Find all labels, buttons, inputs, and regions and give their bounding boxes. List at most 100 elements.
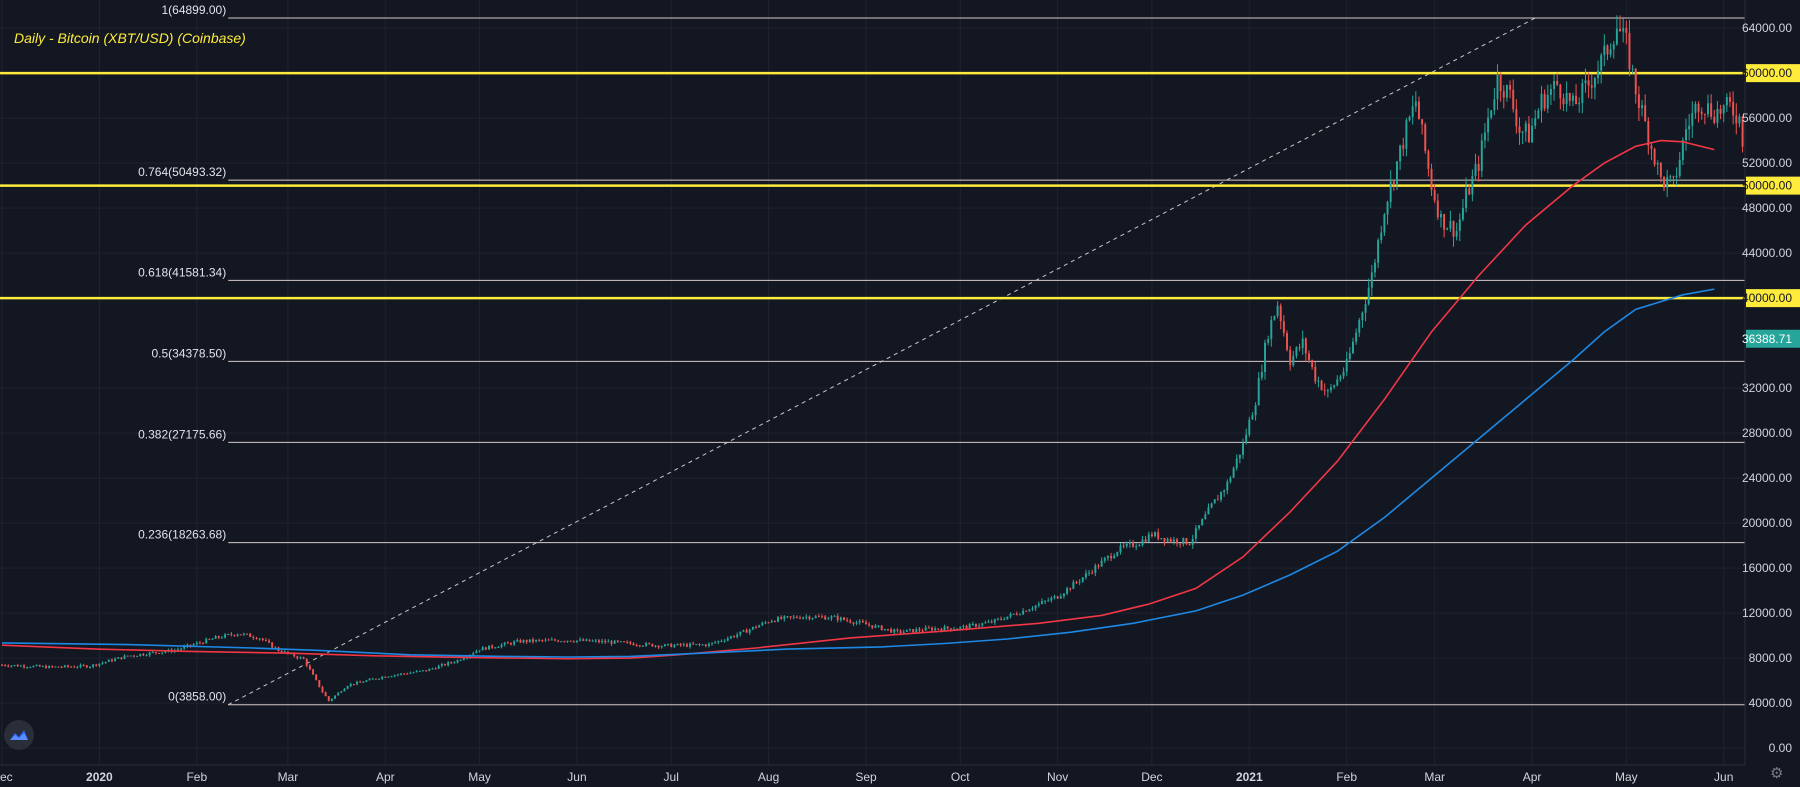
candle-body: [1543, 93, 1546, 109]
candle-body: [409, 672, 412, 674]
candle-body: [1040, 601, 1043, 604]
candle-body: [604, 640, 607, 643]
candle-body: [852, 622, 855, 624]
candle-body: [92, 664, 95, 667]
candle-body: [839, 617, 842, 621]
candle-body: [500, 644, 503, 647]
candle-body: [1201, 519, 1204, 526]
time-tick-label: Dec: [0, 770, 13, 784]
candle-body: [748, 629, 751, 633]
candle-body: [1367, 287, 1370, 305]
candle-body: [858, 621, 861, 623]
candle-body: [682, 644, 685, 646]
candle-body: [1471, 176, 1474, 195]
chart-title: Daily - Bitcoin (XBT/USD) (Coinbase): [14, 30, 246, 46]
candle-body: [861, 621, 864, 623]
fib-level-label: 0.5(34378.50): [151, 346, 226, 360]
candle-body: [1113, 555, 1116, 559]
candle-body: [444, 664, 446, 666]
candle-body: [4, 664, 7, 666]
candle-body: [1600, 55, 1603, 71]
candle-body: [792, 616, 795, 618]
candle-body: [1380, 232, 1383, 241]
candle-body: [594, 640, 597, 642]
fib-level-label: 0.382(27175.66): [138, 427, 226, 441]
time-tick-label: Apr: [376, 770, 395, 784]
fibonacci-retracement: 1(64899.00) 0.764(50493.32) 0.618(41581.34…: [138, 3, 1745, 706]
candle-body: [1308, 353, 1310, 361]
candle-body: [1006, 616, 1009, 620]
candle-body: [1257, 377, 1260, 406]
candle-body: [905, 629, 908, 632]
candle-body: [227, 633, 230, 635]
candle-body: [1524, 123, 1527, 132]
candle-body: [1254, 405, 1257, 416]
candle-body: [1597, 70, 1600, 79]
price-tick-label: 8000.00: [1749, 651, 1793, 665]
candle-body: [459, 660, 462, 662]
candle-body: [132, 655, 135, 657]
candle-body: [1395, 161, 1398, 184]
candle-body: [45, 666, 47, 669]
time-tick-label: Nov: [1047, 770, 1068, 784]
candle-body: [915, 629, 918, 633]
candle-body: [1358, 320, 1361, 333]
candle-body: [1496, 74, 1499, 100]
candle-body: [654, 645, 657, 647]
candle-body: [974, 623, 977, 627]
candle-body: [1446, 228, 1449, 230]
gear-icon[interactable]: ⚙: [1770, 764, 1784, 782]
candle-body: [1411, 106, 1414, 117]
time-tick-label: Apr: [1523, 770, 1542, 784]
candle-body: [1666, 177, 1669, 188]
candle-body: [202, 642, 205, 644]
candle-body: [931, 627, 933, 631]
fib-level-label: 0.236(18263.68): [138, 528, 226, 542]
tradingview-logo-icon[interactable]: [4, 720, 34, 750]
candle-body: [428, 668, 431, 672]
time-tick-label: Feb: [186, 770, 207, 784]
candle-body: [962, 625, 965, 627]
candle-body: [506, 642, 509, 644]
candle-body: [239, 634, 242, 636]
candle-body: [1443, 214, 1446, 230]
time-tick-label: May: [1615, 770, 1638, 784]
candle-body: [368, 678, 371, 681]
candle-body: [497, 646, 500, 648]
candle-body: [613, 640, 616, 644]
candle-body: [874, 625, 877, 628]
candle-body: [431, 668, 434, 670]
candle-body: [1625, 28, 1628, 34]
candle-body: [1361, 312, 1364, 321]
candle-body: [1345, 359, 1348, 372]
candle-body: [1339, 376, 1342, 380]
candle-body: [1587, 80, 1590, 86]
candle-body: [456, 660, 459, 663]
candle-body: [934, 628, 937, 631]
candle-body: [550, 639, 553, 641]
candle-body: [1414, 101, 1417, 107]
candle-body: [1135, 546, 1138, 548]
price-axis[interactable]: 64000.00 56000.00 52000.00 48000.00 44000.00…: [1742, 0, 1800, 765]
candle-body: [180, 648, 183, 650]
candle-body: [648, 643, 651, 645]
candle-body: [1163, 538, 1166, 542]
candle-body: [1487, 117, 1490, 133]
candle-body: [1103, 558, 1106, 561]
candle-body: [629, 642, 632, 644]
candle-body: [450, 662, 453, 664]
candle-body: [365, 680, 368, 682]
candle-body: [1672, 176, 1675, 178]
time-axis[interactable]: Dec 2020 Feb Mar Apr May Jun Jul Aug Sep Oct Nov Dec…: [0, 764, 1800, 787]
candle-body: [1122, 545, 1125, 547]
candle-body: [261, 638, 264, 640]
candle-body: [437, 665, 440, 669]
candle-body: [249, 633, 252, 638]
candle-body: [54, 666, 57, 668]
candle-body: [1477, 164, 1480, 171]
candle-body: [1116, 552, 1119, 556]
candle-body: [1279, 305, 1282, 322]
candle-body: [381, 676, 384, 679]
candle-body: [1581, 83, 1584, 104]
